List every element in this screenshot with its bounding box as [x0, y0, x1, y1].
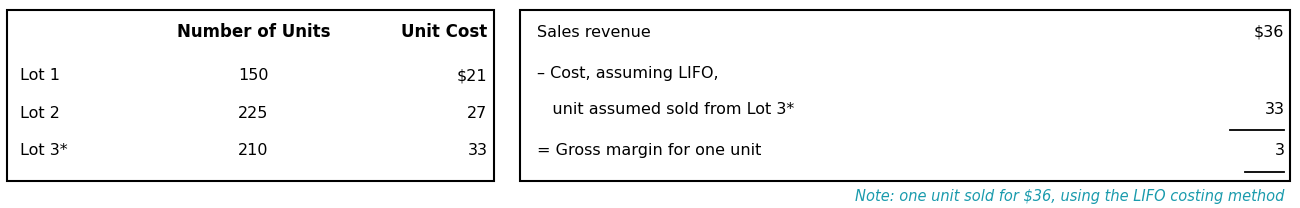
- Text: 150: 150: [238, 68, 269, 83]
- Text: Unit Cost: Unit Cost: [402, 23, 488, 41]
- Text: 33: 33: [1265, 102, 1284, 117]
- Text: 27: 27: [467, 106, 488, 121]
- Text: $21: $21: [456, 68, 488, 83]
- Text: 225: 225: [238, 106, 269, 121]
- Text: unit assumed sold from Lot 3*: unit assumed sold from Lot 3*: [537, 102, 794, 117]
- Text: 3: 3: [1274, 143, 1284, 158]
- FancyBboxPatch shape: [6, 10, 494, 181]
- Text: = Gross margin for one unit: = Gross margin for one unit: [537, 143, 762, 158]
- Text: Number of Units: Number of Units: [177, 23, 330, 41]
- FancyBboxPatch shape: [520, 10, 1290, 181]
- Text: 33: 33: [468, 143, 488, 158]
- Text: Note: one unit sold for $36, using the LIFO costing method: Note: one unit sold for $36, using the L…: [855, 189, 1284, 204]
- Text: Lot 2: Lot 2: [20, 106, 60, 121]
- Text: – Cost, assuming LIFO,: – Cost, assuming LIFO,: [537, 66, 719, 81]
- Text: 210: 210: [238, 143, 269, 158]
- Text: Sales revenue: Sales revenue: [537, 25, 650, 40]
- Text: Lot 1: Lot 1: [20, 68, 60, 83]
- Text: $36: $36: [1254, 25, 1284, 40]
- Text: Lot 3*: Lot 3*: [20, 143, 68, 158]
